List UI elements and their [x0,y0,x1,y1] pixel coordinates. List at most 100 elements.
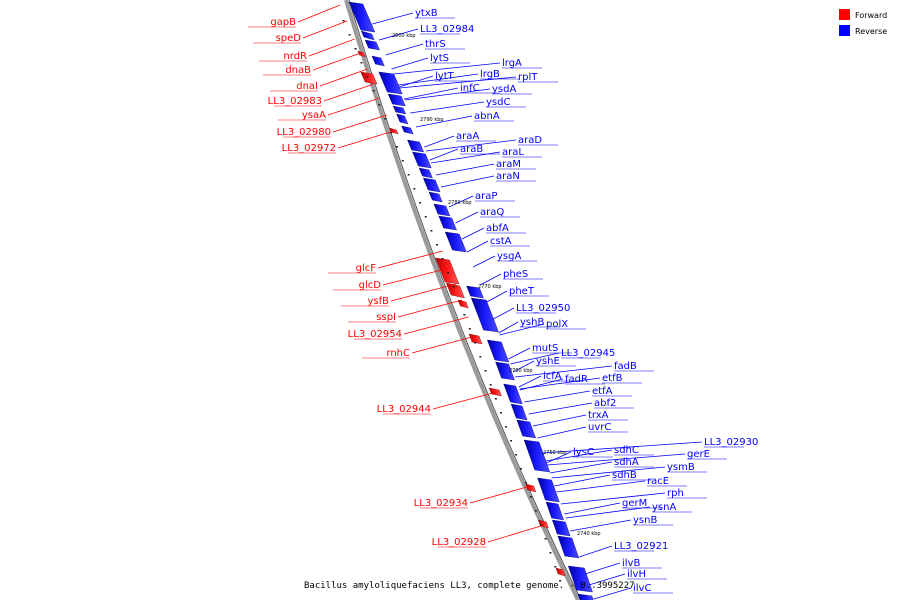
label-connector [432,391,497,410]
gene-label: rplT [518,72,538,83]
label-connector [508,347,531,360]
label-connector [551,466,666,479]
reverse-gene-block [412,151,432,169]
gene-label: LL3_02930 [704,437,758,448]
gene-label: sdhC [614,445,639,456]
gene-label: trxA [588,410,609,421]
tick-label: 2740 kbp [577,531,601,537]
gene-label: LL3_02954 [348,329,402,340]
legend-label-reverse: Reverse [855,27,887,36]
marker-dot [436,244,439,246]
legend-swatch-forward [839,9,850,20]
marker-dot [505,426,508,428]
gene-label: ysfB [367,296,389,307]
label-connector [546,453,686,466]
marker-dot [424,216,427,218]
reverse-gene-block [364,39,380,51]
gene-label: mutS [532,343,558,354]
reverse-gene-block [516,419,536,439]
gene-label: araA [456,131,479,142]
reverse-gene-block [552,519,571,537]
gene-label: fadB [614,361,637,372]
reverse-gene-block [577,593,594,600]
label-connector [379,28,419,41]
label-connector-lines [248,4,744,600]
label-connector [472,255,496,268]
tick-label: 2790 kbp [420,117,444,123]
gene-label: gapB [270,17,296,28]
legend: Forward Reverse [839,9,887,36]
reverse-gene-block [371,55,385,67]
marker-dot [520,468,523,470]
marker-dot [342,20,345,22]
gene-label: LL3_02945 [561,348,615,359]
label-connector [560,492,666,505]
gene-label: dnaI [296,81,318,92]
gene-label: araL [502,147,524,158]
reverse-gene-block [545,501,564,521]
gene-label: pheS [503,269,528,280]
marker-dot [554,566,557,568]
label-connector [391,57,429,70]
label-connector [404,88,491,101]
label-connector [393,62,501,75]
gene-label: lysC [573,447,594,458]
label-connector [564,502,621,515]
label-connector [403,316,469,335]
label-connector [415,115,473,128]
gene-label: lytT [435,71,455,82]
gene-label: ilvC [633,583,651,594]
gene-label: LL3_02921 [614,541,668,552]
marker-dot [534,510,537,512]
label-connector [385,43,424,56]
label-connector [435,163,495,176]
label-connector [308,38,355,57]
marker-dot [354,48,357,50]
gene-label: LL3_02972 [282,143,336,154]
gene-label: araB [460,144,483,155]
label-connector [323,83,375,102]
gene-label: infC [460,83,480,94]
gene-label: lytS [430,53,449,64]
label-connector [510,352,560,365]
tick-label: 2770 kbp [478,284,502,290]
label-connector [398,73,479,86]
marker-dot [366,76,369,78]
reverse-gene-block [428,191,443,203]
label-connector [397,299,463,318]
gene-label: yshB [520,317,544,328]
gene-label: rnhC [386,348,410,359]
reverse-gene-block [392,105,407,115]
label-connector [570,519,632,532]
forward-gene-block [435,257,460,285]
gene-label: araM [496,159,521,170]
gene-label: LL3_02928 [432,537,486,548]
gene-label: gerE [687,449,710,460]
legend-swatch-reverse [839,25,850,36]
gene-label: dnaB [285,65,311,76]
label-connector [337,130,394,149]
gene-label: ysaA [302,110,326,121]
reverse-gene-block [396,113,409,125]
gene-label: lrgA [502,58,522,69]
label-connector [579,545,613,558]
label-connector [426,139,517,152]
map-caption: Bacillus amyloliquefaciens LL3, complete… [304,581,635,591]
reverse-gene-block [523,439,551,473]
label-connector [410,101,485,114]
gene-label: glcD [359,280,382,291]
label-connector [332,114,388,133]
gene-label: ysnA [652,502,676,513]
label-connector [518,375,542,388]
gene-label: speD [276,33,302,44]
label-connector [429,148,459,161]
gene-label: abfA [486,223,509,234]
gene-label: LL3_02983 [268,96,322,107]
reverse-gene-block [401,125,414,135]
label-connector [319,68,368,87]
forward-gene-block [389,127,399,135]
marker-dot [474,342,477,344]
marker-dot [499,412,502,414]
reverse-gene-block [537,477,560,503]
